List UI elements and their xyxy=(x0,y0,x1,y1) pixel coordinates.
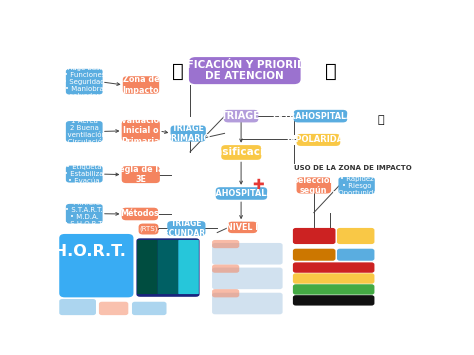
FancyBboxPatch shape xyxy=(122,120,160,142)
FancyBboxPatch shape xyxy=(212,268,283,289)
FancyBboxPatch shape xyxy=(338,177,375,194)
FancyBboxPatch shape xyxy=(221,145,261,160)
Text: USO DE LA ZONA DE IMPACTO: USO DE LA ZONA DE IMPACTO xyxy=(294,165,412,171)
FancyBboxPatch shape xyxy=(293,249,336,261)
FancyBboxPatch shape xyxy=(66,121,102,142)
FancyBboxPatch shape xyxy=(132,302,166,315)
Text: (RTS): (RTS) xyxy=(139,226,158,232)
Text: CLASIFICACIÓN Y PRIORIDADES
DE ATENCION: CLASIFICACIÓN Y PRIORIDADES DE ATENCION xyxy=(153,60,337,81)
Text: TRIAGE: TRIAGE xyxy=(221,111,261,121)
FancyBboxPatch shape xyxy=(66,204,102,224)
FancyBboxPatch shape xyxy=(178,240,199,294)
Text: • M.R.C.C.
• S.T.A.R.T.
• M.D.A.
• S.H.O.R.T.: • M.R.C.C. • S.T.A.R.T. • M.D.A. • S.H.O… xyxy=(64,200,104,227)
Text: Regla de las
3E: Regla de las 3E xyxy=(113,165,168,184)
FancyBboxPatch shape xyxy=(212,240,239,248)
Text: Evaluación
Inicial o
Primaria: Evaluación Inicial o Primaria xyxy=(116,116,165,146)
FancyBboxPatch shape xyxy=(293,262,374,273)
FancyBboxPatch shape xyxy=(158,240,178,294)
Text: 📋: 📋 xyxy=(377,115,383,125)
Text: BIPOLARIDAD: BIPOLARIDAD xyxy=(286,135,351,144)
Text: TRIAGE
SECUNDARIO: TRIAGE SECUNDARIO xyxy=(158,219,215,238)
FancyBboxPatch shape xyxy=(137,238,200,297)
Text: Métodos: Métodos xyxy=(120,209,159,218)
FancyBboxPatch shape xyxy=(59,234,134,297)
FancyBboxPatch shape xyxy=(66,69,102,94)
Text: 1 Aérea
2 Buena
  ventilación
3 Circulación: 1 Aérea 2 Buena ventilación 3 Circulació… xyxy=(62,118,107,145)
FancyBboxPatch shape xyxy=(122,208,158,220)
FancyBboxPatch shape xyxy=(59,299,96,315)
FancyBboxPatch shape xyxy=(123,76,159,94)
FancyBboxPatch shape xyxy=(212,289,239,297)
Text: 🧍: 🧍 xyxy=(325,62,337,81)
FancyBboxPatch shape xyxy=(137,240,158,294)
Text: • Triage básico
• Funciones
• Seguridad
• Maniobra
  salvadora: • Triage básico • Funciones • Seguridad … xyxy=(58,65,110,99)
Text: • Etiqueta
• Estabiliza
• Evacúa: • Etiqueta • Estabiliza • Evacúa xyxy=(64,164,104,184)
FancyBboxPatch shape xyxy=(171,125,206,142)
FancyBboxPatch shape xyxy=(138,224,158,235)
Text: ✚: ✚ xyxy=(252,178,264,192)
FancyBboxPatch shape xyxy=(212,243,283,264)
Text: INTRAHOSPITALARIO: INTRAHOSPITALARIO xyxy=(194,189,289,198)
FancyBboxPatch shape xyxy=(66,165,102,182)
Text: EXTRAHOSPITALARIO: EXTRAHOSPITALARIO xyxy=(272,111,369,121)
Text: Selección
según: Selección según xyxy=(292,176,336,195)
FancyBboxPatch shape xyxy=(293,295,374,306)
Text: NIVEL I: NIVEL I xyxy=(227,223,259,232)
FancyBboxPatch shape xyxy=(216,187,267,200)
FancyBboxPatch shape xyxy=(293,228,336,244)
FancyBboxPatch shape xyxy=(212,293,283,314)
FancyBboxPatch shape xyxy=(99,302,128,315)
FancyBboxPatch shape xyxy=(293,110,347,122)
Text: TRIAGE
PRIMARIO: TRIAGE PRIMARIO xyxy=(165,124,211,143)
FancyBboxPatch shape xyxy=(293,284,374,295)
FancyBboxPatch shape xyxy=(297,134,340,146)
FancyBboxPatch shape xyxy=(337,228,374,244)
FancyBboxPatch shape xyxy=(293,273,374,284)
Text: 🧍: 🧍 xyxy=(172,62,183,81)
FancyBboxPatch shape xyxy=(189,57,301,84)
Text: Zona de
Impacto: Zona de Impacto xyxy=(123,75,159,95)
Text: S.H.O.R.T.: S.H.O.R.T. xyxy=(37,244,127,259)
FancyBboxPatch shape xyxy=(297,178,331,193)
FancyBboxPatch shape xyxy=(337,249,374,261)
Text: • Rapidez
• Riesgo
• Oportunidad: • Rapidez • Riesgo • Oportunidad xyxy=(332,176,382,196)
FancyBboxPatch shape xyxy=(224,110,258,122)
FancyBboxPatch shape xyxy=(122,166,160,183)
FancyBboxPatch shape xyxy=(212,264,239,273)
FancyBboxPatch shape xyxy=(228,222,257,233)
FancyBboxPatch shape xyxy=(167,221,205,236)
Text: Clasificación: Clasificación xyxy=(204,147,278,158)
